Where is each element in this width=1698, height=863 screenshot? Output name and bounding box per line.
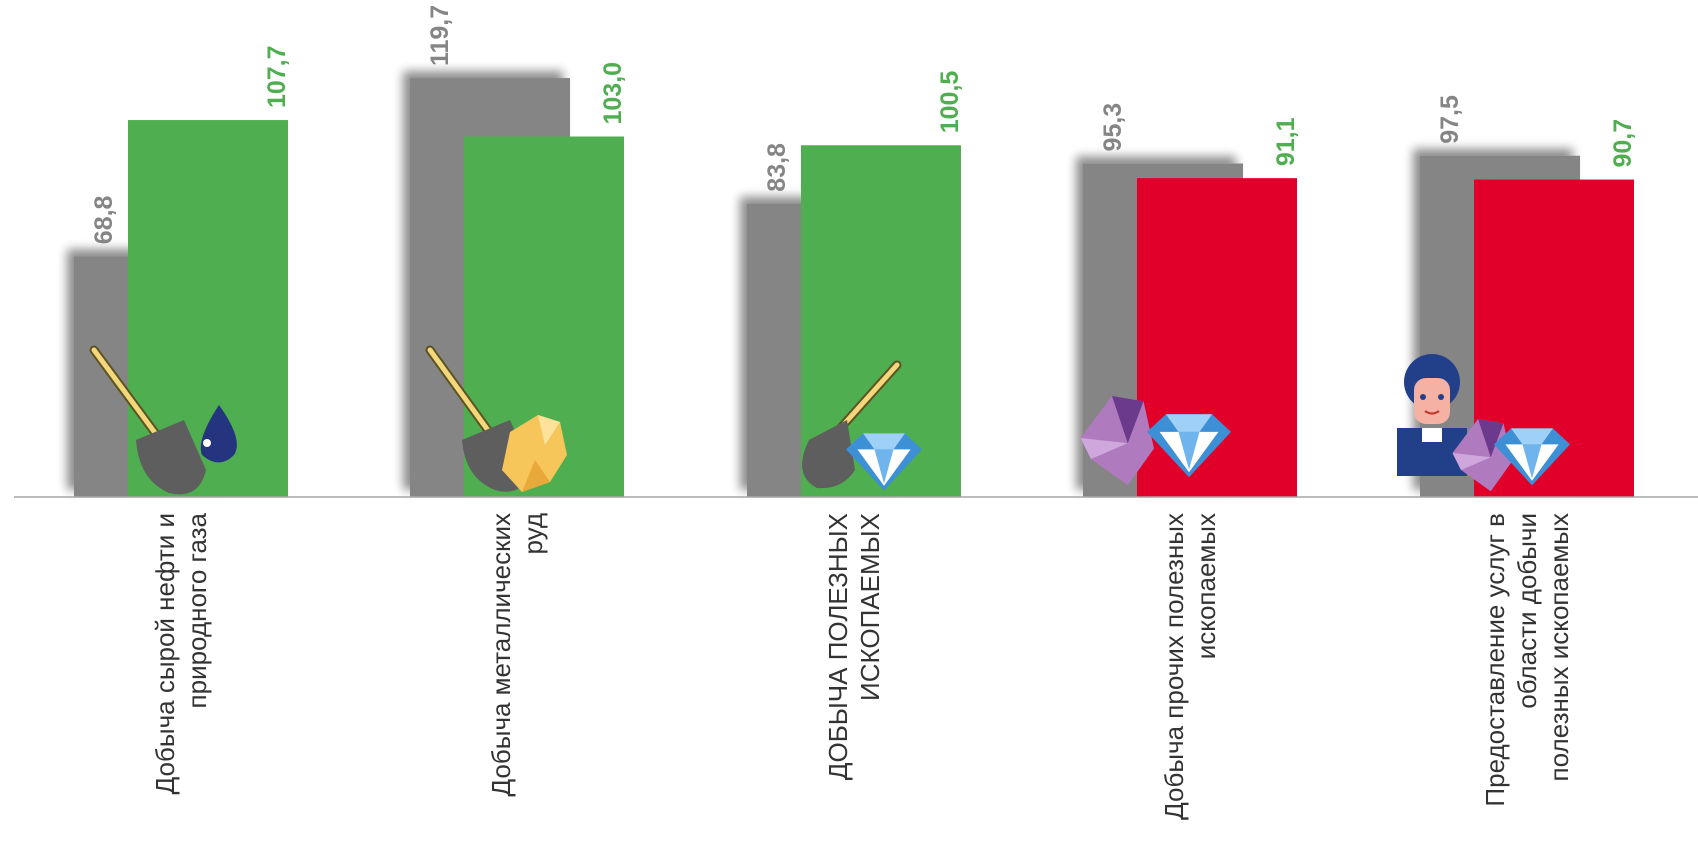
category-label-line: области добычи <box>1512 513 1542 709</box>
value-label-series1-4: 97,5 <box>1436 95 1464 144</box>
category-label-2: ДОБЫЧА ПОЛЕЗНЫХ ИСКОПАЕМЫХ <box>823 513 885 780</box>
value-label-series2-0: 107,7 <box>263 45 291 108</box>
category-label-line: природного газа <box>182 512 212 708</box>
category-label-0: Добыча сырой нефти и природного газа <box>150 512 212 794</box>
value-label-series1-3: 95,3 <box>1099 103 1127 152</box>
shovel-oil-drop-icon <box>89 345 237 495</box>
category-label-line: руд <box>518 513 548 554</box>
value-label-series2-4: 90,7 <box>1609 119 1637 168</box>
crystals-diamond-icon <box>1080 396 1231 486</box>
category-label-line: ископаемых <box>1191 513 1221 659</box>
bar-series2-3 <box>1137 178 1297 497</box>
category-label-line: ДОБЫЧА ПОЛЕЗНЫХ <box>823 513 853 780</box>
category-icons <box>89 345 1570 495</box>
category-label-line: полезных ископаемых <box>1544 513 1574 781</box>
worker-diamond-icon <box>1397 354 1570 492</box>
value-label-series2-3: 91,1 <box>1272 117 1300 166</box>
category-label-1: Добыча металлических руд <box>486 513 548 797</box>
shovel-diamond-icon <box>802 360 922 491</box>
category-labels: Добыча сырой нефти и природного газа Добыч… <box>150 512 1574 819</box>
category-label-3: Добыча прочих полезных ископаемых <box>1159 513 1221 820</box>
value-label-series1-0: 68,8 <box>90 195 118 244</box>
category-label-4: Предоставление услуг в области добычи поле… <box>1480 513 1574 807</box>
value-label-series1-2: 83,8 <box>763 143 791 192</box>
category-label-line: Добыча прочих полезных <box>1159 513 1189 820</box>
category-label-line: Предоставление услуг в <box>1480 513 1510 807</box>
value-label-series2-2: 100,5 <box>936 71 964 134</box>
value-labels: 68,8 107,7 119,7 103,0 83,8 100,5 95,3 91,1 97,5… <box>90 5 1637 244</box>
category-label-line: Добыча металлических <box>486 513 516 797</box>
category-label-line: ИСКОПАЕМЫХ <box>855 513 885 701</box>
value-label-series2-1: 103,0 <box>599 62 627 125</box>
category-label-line: Добыча сырой нефти и <box>150 513 180 794</box>
shovel-ore-nugget-icon <box>425 345 567 492</box>
value-label-series1-1: 119,7 <box>426 5 454 66</box>
